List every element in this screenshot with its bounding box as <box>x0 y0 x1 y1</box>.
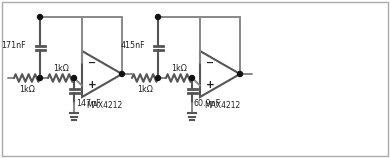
Text: +: + <box>88 80 97 91</box>
Circle shape <box>190 76 195 80</box>
Text: 147nF: 147nF <box>76 98 101 107</box>
Text: 415nF: 415nF <box>121 41 145 50</box>
Text: 1kΩ: 1kΩ <box>53 64 69 73</box>
Text: 171nF: 171nF <box>2 41 26 50</box>
Circle shape <box>37 76 43 80</box>
Text: −: − <box>206 58 214 67</box>
Text: 1kΩ: 1kΩ <box>171 64 187 73</box>
Circle shape <box>119 72 124 76</box>
Text: −: − <box>88 58 96 67</box>
Circle shape <box>37 15 43 19</box>
Circle shape <box>238 72 243 76</box>
Text: MAX4212: MAX4212 <box>204 101 240 110</box>
Circle shape <box>156 76 161 80</box>
Circle shape <box>71 76 76 80</box>
Text: +: + <box>206 80 215 91</box>
Text: 1kΩ: 1kΩ <box>19 85 35 94</box>
Circle shape <box>156 15 161 19</box>
Text: 1kΩ: 1kΩ <box>137 85 153 94</box>
Text: 60.9nF: 60.9nF <box>194 98 221 107</box>
Text: MAX4212: MAX4212 <box>86 101 122 110</box>
